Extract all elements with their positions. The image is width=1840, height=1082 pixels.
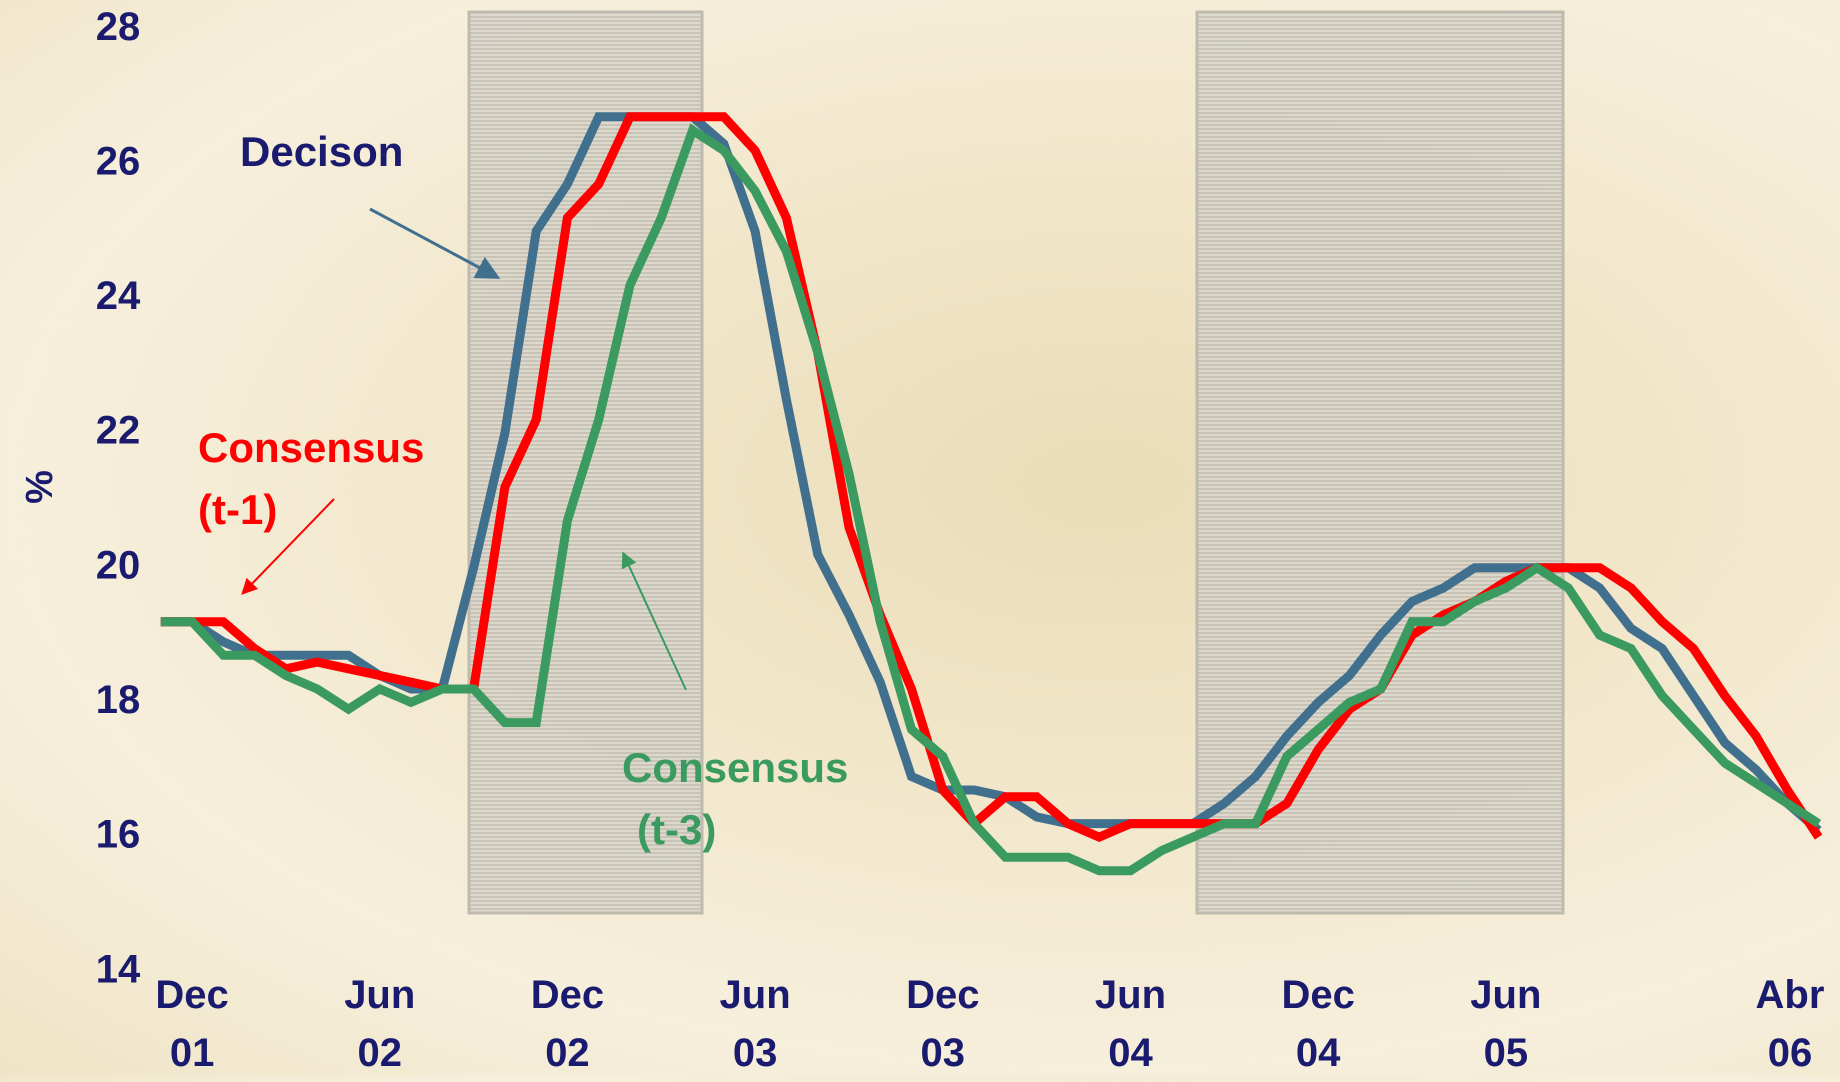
- annotation-arrow: [621, 551, 687, 691]
- y-tick-label: 16: [96, 813, 141, 857]
- data-line: [160, 123, 1822, 876]
- data-line: [160, 112, 1822, 834]
- annotation: Decison: [240, 128, 403, 175]
- x-tick-label: Jun 04: [1094, 973, 1167, 1075]
- x-tick-label: Dec 02: [530, 973, 605, 1075]
- y-tick-label: 26: [96, 139, 141, 183]
- y-tick-label: 28: [96, 5, 141, 49]
- x-tick-label: Dec 03: [906, 973, 980, 1075]
- y-tick-label: 18: [96, 678, 141, 722]
- annotation-arrow: [369, 207, 501, 279]
- x-tick-label: Dec 01: [155, 973, 229, 1075]
- annotation-arrow: [241, 498, 335, 595]
- x-tick-label: Jun 02: [344, 973, 416, 1075]
- y-tick-label: 14: [96, 947, 141, 991]
- annotation: (t-3): [637, 806, 716, 853]
- annotation: Consensus: [198, 424, 424, 471]
- x-tick-label: Abr 06: [1755, 973, 1825, 1075]
- annotation: (t-1): [198, 486, 277, 533]
- shaded-period: [1195, 10, 1565, 915]
- data-line: [160, 112, 1823, 843]
- x-tick-label: Jun 03: [719, 973, 791, 1075]
- x-tick-label: Jun 05: [1470, 973, 1542, 1075]
- annotation: Consensus: [622, 744, 848, 791]
- x-tick-label: Dec 04: [1281, 973, 1355, 1075]
- y-tick-label: 22: [96, 409, 141, 453]
- y-axis-label: %: [19, 470, 61, 504]
- y-tick-label: 20: [96, 543, 141, 587]
- y-tick-label: 24: [96, 274, 141, 318]
